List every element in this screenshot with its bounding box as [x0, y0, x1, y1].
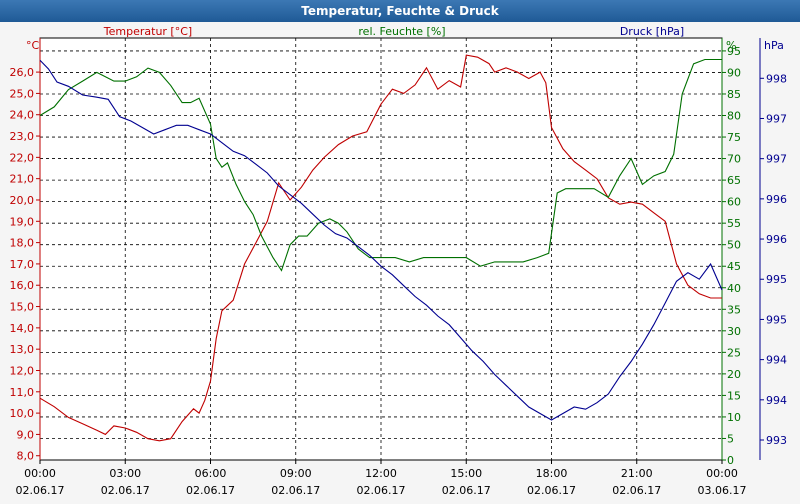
temp-tick-label: 25,0 [10, 87, 35, 100]
temp-series-line [39, 54, 722, 442]
temp-axis-title: Temperatur [°C] [103, 25, 192, 38]
hum-tick-label: 60 [727, 196, 741, 209]
x-tick-time: 18:00 [536, 467, 568, 480]
press-tick-label: 995 [766, 273, 787, 286]
temp-tick-label: 10,0 [10, 407, 35, 420]
hum-tick-label: 90 [727, 66, 741, 79]
x-tick-date: 02.06.17 [186, 484, 235, 497]
temp-tick-label: 15,0 [10, 301, 35, 314]
hum-tick-label: 95 [727, 45, 741, 58]
temp-tick-label: 11,0 [10, 386, 35, 399]
temp-tick-label: 21,0 [10, 173, 35, 186]
x-tick-date: 02.06.17 [527, 484, 576, 497]
hum-tick-label: 20 [727, 368, 741, 381]
hum-tick-label: 85 [727, 88, 741, 101]
x-tick-time: 09:00 [280, 467, 312, 480]
temp-tick-label: 23,0 [10, 130, 35, 143]
hum-series-line [39, 58, 722, 272]
hum-tick-label: 50 [727, 239, 741, 252]
hum-tick-label: 15 [727, 389, 741, 402]
x-tick-date: 02.06.17 [16, 484, 65, 497]
temp-tick-label: 9,0 [17, 428, 35, 441]
temp-tick-label: 26,0 [10, 66, 35, 79]
chart-area: 8,0 9,0 10,0 11,0 12,0 13,0 14,0 15,0 16,0 17,0 18… [0, 22, 800, 500]
temp-tick-label: 17,0 [10, 258, 35, 271]
press-unit-label: hPa [764, 39, 784, 52]
x-tick-date: 02.06.17 [101, 484, 150, 497]
press-tick-label: 994 [766, 354, 787, 367]
x-tick-date: 02.06.17 [612, 484, 661, 497]
x-tick-time: 06:00 [195, 467, 227, 480]
hum-tick-label: 65 [727, 174, 741, 187]
press-tick-label: 997 [766, 153, 787, 166]
temp-tick-label: 12,0 [10, 364, 35, 377]
hum-tick-label: 55 [727, 217, 741, 230]
temp-tick-label: 14,0 [10, 322, 35, 335]
x-tick-time: 12:00 [365, 467, 397, 480]
series [39, 54, 723, 442]
hum-tick-label: 25 [727, 346, 741, 359]
line-chart: 8,0 9,0 10,0 11,0 12,0 13,0 14,0 15,0 16,0 17,0 18… [0, 22, 800, 500]
hum-tick-label: 5 [727, 432, 734, 445]
hum-tick-label: 35 [727, 303, 741, 316]
hum-tick-label: 80 [727, 110, 741, 123]
hum-axis-title: rel. Feuchte [%] [358, 25, 445, 38]
hum-tick-label: 45 [727, 260, 741, 273]
axes: 8,0 9,0 10,0 11,0 12,0 13,0 14,0 15,0 16,0 17,0 18… [10, 38, 787, 497]
press-tick-label: 996 [766, 193, 787, 206]
press-series-line [39, 59, 723, 421]
temp-tick-label: 19,0 [10, 215, 35, 228]
temp-tick-label: 18,0 [10, 237, 35, 250]
x-tick-date: 02.06.17 [357, 484, 406, 497]
grid [39, 37, 723, 461]
hum-tick-label: 10 [727, 411, 741, 424]
temp-tick-label: 13,0 [10, 343, 35, 356]
temp-tick-label: 20,0 [10, 194, 35, 207]
hum-tick-label: 75 [727, 131, 741, 144]
x-tick-date: 02.06.17 [442, 484, 491, 497]
temp-tick-label: 8,0 [17, 450, 35, 463]
hum-tick-label: 0 [727, 454, 734, 467]
temp-tick-label: 16,0 [10, 279, 35, 292]
x-tick-date: 02.06.17 [271, 484, 320, 497]
x-tick-time: 03:00 [109, 467, 141, 480]
x-tick-time: 15:00 [450, 467, 482, 480]
press-tick-label: 998 [766, 72, 787, 85]
press-tick-label: 996 [766, 233, 787, 246]
hum-tick-label: 30 [727, 325, 741, 338]
temp-tick-label: 24,0 [10, 109, 35, 122]
axis-labels: Temperatur [°C] rel. Feuchte [%] Druck [hP… [26, 25, 784, 52]
hum-tick-label: 70 [727, 153, 741, 166]
x-tick-date: 03.06.17 [698, 484, 747, 497]
x-tick-time: 00:00 [706, 467, 738, 480]
press-tick-label: 993 [766, 434, 787, 447]
press-axis-title: Druck [hPa] [620, 25, 684, 38]
x-tick-time: 00:00 [24, 467, 56, 480]
hum-tick-label: 40 [727, 282, 741, 295]
press-tick-label: 995 [766, 313, 787, 326]
hum-unit-label: % [726, 39, 736, 52]
temp-tick-label: 22,0 [10, 151, 35, 164]
window-title: Temperatur, Feuchte & Druck [0, 0, 800, 22]
x-tick-time: 21:00 [621, 467, 653, 480]
press-tick-label: 994 [766, 394, 787, 407]
temp-unit-label: °C [26, 39, 40, 52]
press-tick-label: 997 [766, 112, 787, 125]
